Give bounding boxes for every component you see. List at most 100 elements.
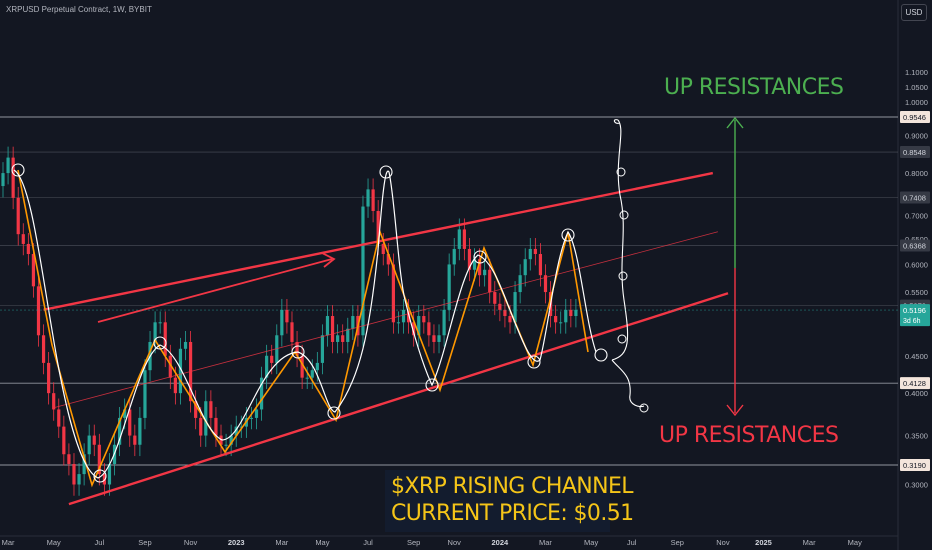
swing-circle: [594, 348, 608, 362]
caption-title: $XRP RISING CHANNEL: [391, 474, 634, 499]
candle-body: [330, 316, 335, 342]
projection-circle: [619, 210, 629, 220]
candle-body: [513, 292, 517, 323]
candle-body: [72, 464, 76, 485]
candle-body: [41, 335, 46, 363]
candle-body: [285, 309, 289, 323]
candle-body: [320, 335, 325, 363]
candle-body: [508, 316, 512, 323]
candle-body: [325, 316, 330, 336]
swing-circle: [561, 228, 575, 242]
candle-body: [209, 401, 213, 418]
y-tick-label: 0.8000: [905, 169, 928, 178]
candle-body: [564, 309, 568, 323]
x-tick-label: Jul: [627, 538, 637, 547]
y-tick-label: 0.7000: [905, 211, 928, 220]
candle-body: [300, 355, 304, 378]
candle-body: [371, 189, 375, 211]
swing-circle: [93, 469, 107, 483]
candle-body: [290, 322, 294, 342]
candle-body: [422, 316, 426, 323]
candle-body: [57, 409, 61, 427]
y-tick-label: 0.5500: [905, 288, 928, 297]
candle-body: [310, 370, 314, 378]
x-tick-label: May: [848, 538, 862, 547]
current-price-label: 0.5196: [903, 306, 926, 315]
y-tick-label: 0.4500: [905, 352, 928, 361]
candle-body: [401, 309, 406, 323]
candle-body: [158, 322, 162, 324]
candle-body: [31, 254, 36, 287]
candle-body: [183, 341, 188, 349]
candle-body: [376, 210, 380, 244]
level-tag-label: 0.4128: [903, 379, 926, 388]
candle-body: [275, 335, 279, 363]
symbol-title: XRPUSD Perpetual Contract, 1W, BYBIT: [6, 5, 152, 14]
candle-body: [554, 316, 558, 323]
candle-body: [52, 393, 56, 410]
level-tag-label: 0.3190: [903, 461, 926, 470]
candle-body: [178, 348, 183, 394]
candle-body: [163, 322, 167, 356]
swing-circle: [425, 378, 439, 392]
swing-circle: [527, 355, 541, 369]
level-tag-label: 0.8548: [903, 148, 926, 157]
candle-body: [143, 370, 147, 418]
candle-body: [391, 264, 395, 323]
x-tick-label: Mar: [275, 538, 288, 547]
candle-body: [11, 157, 15, 198]
channel-line: [68, 292, 729, 506]
candle-body: [493, 292, 497, 304]
candle-body: [386, 254, 390, 265]
candle-body: [194, 401, 198, 418]
candle-body: [199, 417, 203, 436]
candle-body: [67, 454, 71, 465]
projection-path: [611, 119, 645, 408]
candle-body: [204, 401, 208, 436]
candle-body: [569, 309, 573, 317]
upper-resistance-label: UP RESISTANCES: [664, 75, 844, 100]
x-tick-label: Nov: [184, 538, 198, 547]
candle-body: [123, 409, 127, 418]
candle-body: [229, 435, 233, 445]
candle-body: [498, 303, 502, 310]
x-tick-label: May: [315, 538, 329, 547]
candle-body: [270, 355, 274, 363]
candle-body: [82, 454, 86, 475]
x-tick-label: Sep: [671, 538, 684, 547]
level-tag-bg: [900, 146, 930, 159]
currency-button[interactable]: USD: [901, 4, 927, 21]
swing-circle: [327, 406, 341, 420]
candle-body: [16, 197, 20, 235]
x-tick-label: Mar: [2, 538, 15, 547]
candle-body: [295, 341, 299, 356]
projection-circle: [618, 271, 628, 281]
candle-body: [6, 157, 10, 174]
level-tag-label: 0.7408: [903, 194, 926, 203]
y-tick-label: 0.4000: [905, 389, 928, 398]
candle-body: [457, 229, 461, 249]
candle-body: [173, 377, 177, 394]
candle-body: [92, 435, 96, 445]
candle-body: [533, 248, 537, 255]
candle-body: [239, 426, 243, 428]
candle-body: [280, 309, 284, 336]
x-tick-label: Jul: [95, 538, 105, 547]
x-tick-label: 2025: [755, 538, 772, 547]
candle-body: [477, 259, 482, 276]
candle-body: [518, 275, 522, 293]
candle-body: [452, 248, 456, 265]
level-tag-label: 0.9546: [903, 113, 926, 122]
candle-body: [259, 377, 264, 410]
candle-body: [254, 409, 259, 418]
trend-arrow-shaft: [97, 258, 333, 323]
level-tag-bg: [900, 191, 930, 204]
candle-body: [574, 309, 578, 317]
swing-circle: [473, 250, 487, 264]
y-tick-label: 0.6000: [905, 260, 928, 269]
lower-resistance-label: UP RESISTANCES: [659, 423, 839, 448]
candle-body: [472, 259, 477, 270]
y-tick-label: 1.0500: [905, 83, 928, 92]
candle-body: [503, 309, 507, 317]
